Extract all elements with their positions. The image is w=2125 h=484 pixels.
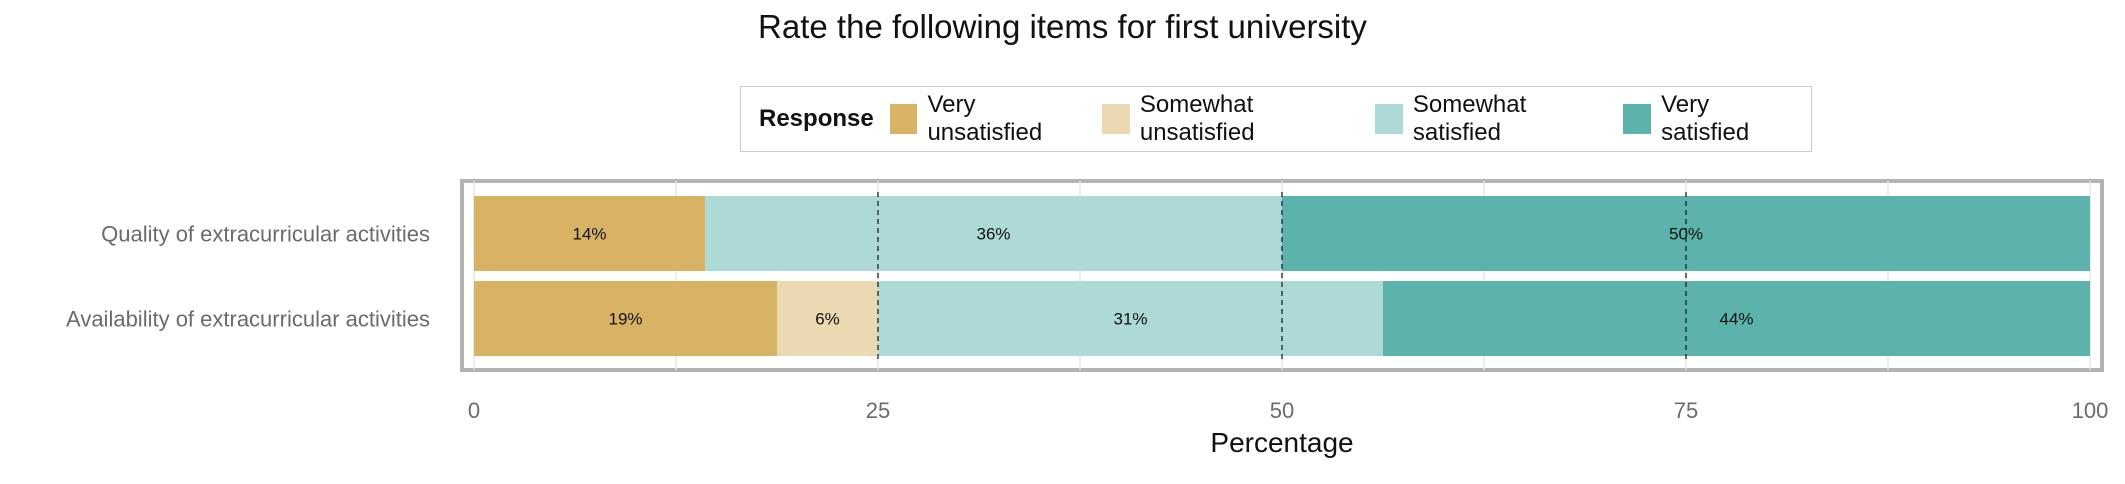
data-label: 14% — [573, 225, 607, 244]
legend-label: Somewhat unsatisfied — [1139, 91, 1255, 146]
legend-swatch — [1623, 104, 1652, 134]
bar-segment — [474, 281, 777, 356]
legend-swatch — [1375, 104, 1403, 134]
data-label: 31% — [1113, 310, 1147, 329]
bar-segment — [878, 281, 1383, 356]
legend-label: Somewhat satisfied — [1412, 91, 1527, 146]
bar-segment — [777, 281, 878, 356]
legend-title: Response — [759, 105, 874, 132]
bar-segment — [474, 196, 706, 271]
y-tick-label: Availability of extracurricular activiti… — [66, 307, 430, 332]
bar-segment — [705, 196, 1282, 271]
legend-item-somewhat-satisfied: Somewhat satisfied — [1375, 91, 1605, 147]
legend-item-somewhat-unsatisfied: Somewhat unsatisfied — [1102, 91, 1357, 147]
chart-title: Rate the following items for first unive… — [758, 8, 1367, 45]
x-tick-label: 25 — [866, 398, 890, 423]
bar-segment — [1383, 281, 2090, 356]
data-label: 19% — [608, 310, 642, 329]
legend-swatch — [889, 104, 918, 134]
legend-label: Very satisfied — [1661, 91, 1750, 146]
x-tick-label: 75 — [1674, 398, 1698, 423]
x-tick-label: 50 — [1270, 398, 1294, 423]
legend-item-very-unsatisfied: Very unsatisfied — [889, 91, 1084, 147]
data-label: 36% — [977, 225, 1011, 244]
x-tick-label: 100 — [2072, 398, 2109, 423]
data-label: 50% — [1669, 225, 1703, 244]
x-tick-label: 0 — [468, 398, 480, 423]
legend-label: Very unsatisfied — [927, 91, 1043, 146]
legend: Response Very unsatisfied Somewhat unsat… — [740, 86, 1812, 152]
legend-item-very-satisfied: Very satisfied — [1623, 91, 1793, 147]
data-label: 6% — [815, 310, 840, 329]
x-axis-label: Percentage — [1210, 427, 1353, 458]
y-tick-label: Quality of extracurricular activities — [101, 222, 430, 247]
legend-swatch — [1102, 104, 1130, 134]
data-label: 44% — [1719, 310, 1753, 329]
